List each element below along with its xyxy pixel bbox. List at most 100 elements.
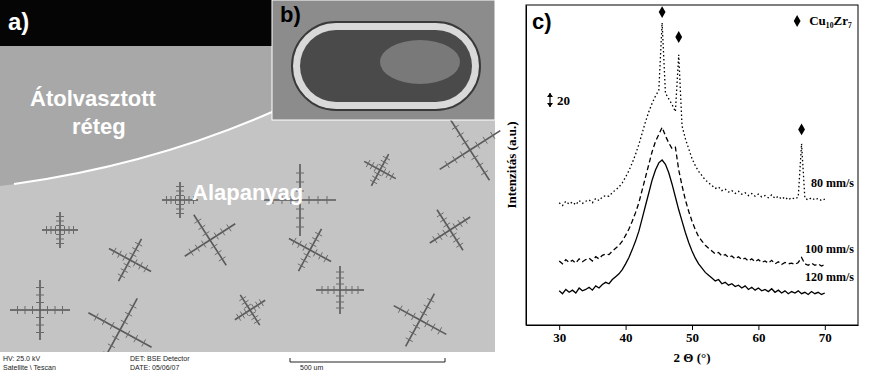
dendrite-branch [129, 304, 136, 308]
dendrite-branch [366, 160, 370, 167]
dendrite-branch [431, 324, 435, 331]
dendrite-branch [324, 255, 328, 262]
dendrite-branch [132, 248, 139, 252]
dendrite-branch [319, 252, 323, 259]
dendrite-arm [437, 210, 450, 230]
dendrite-branch [220, 229, 224, 236]
peak-marker [675, 31, 682, 43]
annotation: Átolvasztottréteg [30, 86, 157, 139]
dendrite-branch [398, 306, 402, 313]
footer-text: Satellite \ Tescan [3, 364, 56, 371]
x-axis: 3040506070 [527, 325, 859, 345]
dendrite-arm [310, 250, 331, 262]
dendrite-branch [32, 306, 33, 314]
footer-band [0, 352, 495, 372]
dendrite-arm [440, 150, 470, 169]
dendrite-branch [244, 304, 251, 308]
dendrite-arm [289, 238, 310, 250]
dendrite-branch [475, 142, 479, 149]
boundary-line [14, 112, 272, 184]
dendrite-branch [445, 161, 449, 168]
dendrite-branch [47, 306, 48, 314]
series-label: 80 mm/s [811, 176, 854, 190]
y-axis-title: Intenzitás (a.u.) [504, 121, 519, 208]
dendrites [10, 120, 500, 362]
dendrite-branch [412, 313, 416, 320]
x-tick-label: 30 [553, 330, 566, 345]
dendrite-branch [476, 163, 483, 167]
dendrite-branch [318, 196, 319, 204]
dendrite-branch [374, 164, 378, 171]
dendrite-branch [252, 304, 256, 311]
dendrite-branch [453, 238, 460, 242]
dendrite-arm [250, 310, 260, 325]
dendrite-branch [336, 296, 344, 297]
dendrite-branch [123, 254, 127, 261]
dendrite-branch [374, 172, 381, 176]
dendrite-branch [129, 253, 136, 257]
dendrite-branch [199, 225, 206, 229]
annotation: Alapanyag [192, 180, 303, 205]
dendrite-arm [470, 131, 500, 150]
dendrite-branch [239, 296, 246, 300]
dendrite-arm [430, 230, 450, 243]
dendrite-branch [358, 286, 359, 294]
dendrite-arm [451, 120, 470, 150]
dendrite-arm [120, 330, 152, 347]
panel-a: a)ÁtolvasztottrétegAlapanyagHV: 25.0 kVD… [0, 0, 500, 372]
dendrite-branch [462, 140, 469, 144]
track-highlight [380, 40, 460, 84]
dendrite-branch [370, 180, 377, 184]
dendrite-branch [126, 331, 130, 338]
dendrite-arm [194, 215, 210, 240]
y-axis [526, 6, 527, 326]
dendrite-branch [36, 302, 44, 303]
dendrite-arm [185, 240, 210, 256]
dendrite-branch [413, 325, 420, 329]
dendrite-branch [36, 287, 44, 288]
peak-marker [798, 124, 805, 136]
dendrite-branch [301, 259, 308, 263]
dendrite-branch [189, 196, 190, 204]
series-label: 120 mm/s [805, 270, 854, 284]
footer-text: 500 um [300, 364, 324, 371]
dendrite-branch [112, 336, 119, 340]
dendrite-branch [176, 204, 184, 205]
dendrite-branch [460, 151, 464, 158]
dendrite-arm [250, 300, 265, 310]
dendrite-arm [394, 306, 420, 320]
dendrite-branch [195, 245, 199, 252]
dendrite-branch [55, 226, 56, 234]
dendrite-branch [69, 226, 70, 234]
dendrite-arm [310, 229, 322, 250]
x-tick: 30 [553, 325, 566, 345]
dendrite-branch [463, 217, 467, 224]
track-outline [292, 22, 480, 110]
dendrite-branch [259, 299, 263, 306]
dendrite-arm [406, 320, 420, 346]
dendrite-branch [443, 230, 447, 237]
dendrite-branch [118, 274, 125, 278]
dendrite-branch [296, 173, 304, 174]
dendrite-branch [303, 244, 307, 251]
dendrite-branch [379, 164, 386, 168]
x-axis-title: 2 Θ (°) [674, 350, 711, 365]
dendrite-branch [51, 226, 52, 234]
dendrite-branch [215, 250, 222, 254]
dendrite-branch [409, 331, 416, 335]
dendrite-branch [171, 196, 172, 204]
dendrite-branch [134, 335, 138, 342]
dendrite-branch [176, 191, 184, 192]
dendrite-branch [108, 344, 115, 348]
scale-line [290, 358, 445, 362]
dendrite-branch [386, 171, 390, 178]
footer-text: HV: 25.0 kV [3, 355, 40, 362]
series-label: 100 mm/s [805, 242, 854, 256]
dendrite-branch [110, 322, 114, 329]
dendrite-arm [130, 260, 151, 272]
dendrite-branch [296, 218, 304, 219]
dendrite-branch [144, 265, 148, 272]
dendrite-branch [327, 196, 328, 204]
x-tick-label: 60 [752, 330, 765, 345]
track-interior [300, 30, 472, 102]
